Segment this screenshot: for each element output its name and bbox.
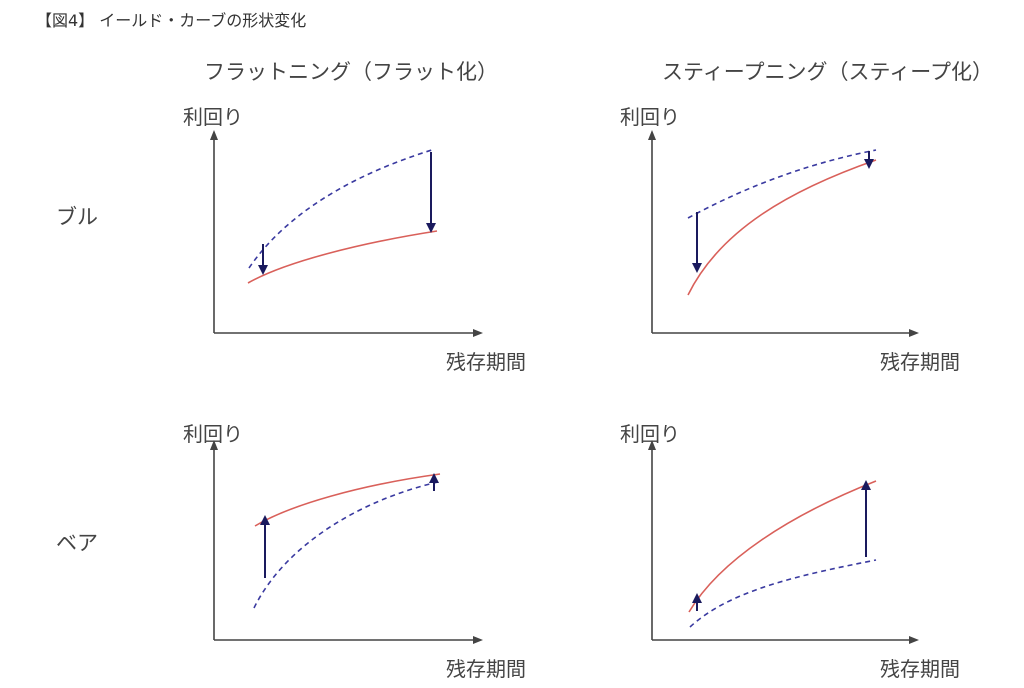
panel-bull-flattening: [210, 130, 483, 337]
old-curve-dashed: [248, 148, 436, 269]
x-axis-label: 残存期間: [446, 657, 526, 681]
new-curve: [688, 480, 877, 613]
y-axis-label: 利回り: [620, 105, 680, 129]
row-label-bull: ブル: [56, 205, 98, 229]
old-curve-dashed: [689, 559, 877, 628]
x-axis-label: 残存期間: [446, 350, 526, 374]
x-axis-label: 残存期間: [880, 657, 960, 681]
column-heading-flattening: フラットニング（フラット化）: [204, 60, 498, 84]
row-label-bear: ベア: [56, 531, 98, 555]
y-axis-label: 利回り: [183, 105, 243, 129]
x-axis-label: 残存期間: [880, 350, 960, 374]
panel-bear-flattening: [210, 440, 483, 644]
old-curve-dashed: [253, 481, 439, 609]
new-curve: [687, 159, 877, 296]
figure-title: 【図4】 イールド・カーブの形状変化: [36, 11, 307, 30]
new-curve: [247, 230, 438, 284]
column-heading-steepening: スティープニング（スティープ化）: [662, 60, 993, 84]
old-curve-dashed: [687, 149, 877, 219]
panel-bull-steepening: [648, 130, 919, 337]
panel-bear-steepening: [648, 440, 919, 644]
new-curve: [254, 473, 441, 527]
